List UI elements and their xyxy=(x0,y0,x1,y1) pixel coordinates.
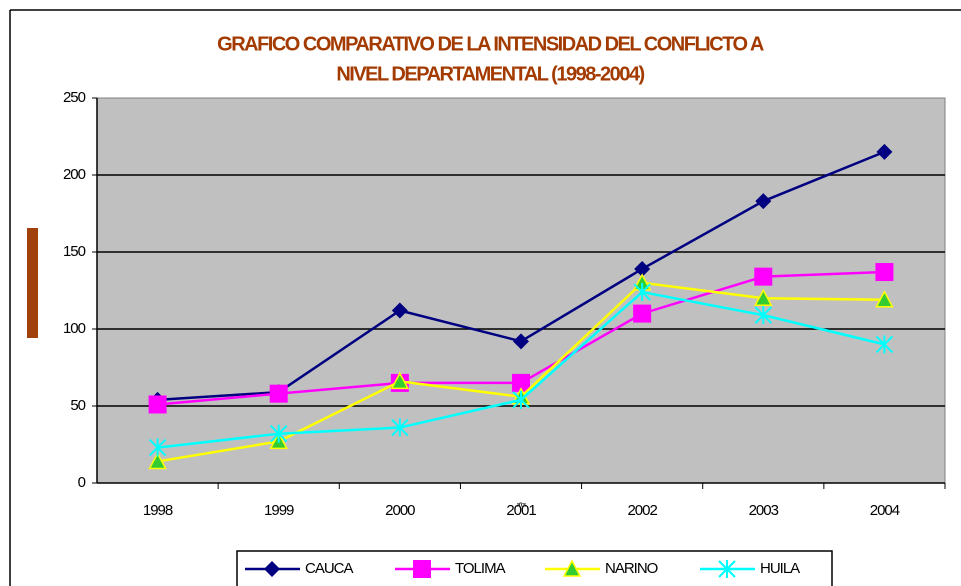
x-tick-label: 2000 xyxy=(385,502,415,519)
y-tick-label: 50 xyxy=(70,397,85,414)
legend-label: HUILA xyxy=(760,560,800,577)
marker xyxy=(875,290,894,308)
marker xyxy=(754,288,773,306)
marker xyxy=(413,560,431,578)
x-tick-label: 2003 xyxy=(749,502,779,519)
y-tick-label: 200 xyxy=(63,166,86,183)
x-tick-label: 2002 xyxy=(627,502,657,519)
marker xyxy=(634,260,651,277)
marker xyxy=(875,263,894,282)
plot-area xyxy=(96,97,946,484)
marker xyxy=(633,304,652,323)
marker xyxy=(270,424,288,443)
legend-label: CAUCA xyxy=(305,560,354,577)
marker xyxy=(264,561,280,577)
marker xyxy=(512,373,530,392)
marker xyxy=(512,390,530,409)
marker xyxy=(513,333,529,350)
marker xyxy=(876,143,893,160)
x-tick-label: 2001 xyxy=(506,502,536,519)
y-tick-label: 250 xyxy=(63,89,86,106)
x-tick-label: 1999 xyxy=(264,502,294,519)
marker xyxy=(390,371,410,390)
marker xyxy=(754,267,773,286)
marker xyxy=(755,193,772,210)
x-tick-label: 2004 xyxy=(870,502,900,519)
x-axis-label: años xyxy=(516,503,526,509)
marker xyxy=(148,451,167,470)
y-tick-label: 150 xyxy=(63,243,86,260)
legend-label: TOLIMA xyxy=(455,560,506,577)
marker xyxy=(391,418,409,437)
marker xyxy=(633,283,651,302)
marker xyxy=(391,302,408,319)
chart-title: NIVEL DEPARTAMENTAL (1998-2004) xyxy=(336,63,644,85)
chart-title: GRAFICO COMPARATIVO DE LA INTENSIDAD DEL… xyxy=(217,33,764,55)
y-tick-label: 100 xyxy=(63,320,86,337)
y-tick-label: 0 xyxy=(78,474,86,491)
marker xyxy=(562,559,582,577)
marker xyxy=(754,306,772,325)
side-bar xyxy=(27,228,38,338)
x-tick-label: 1998 xyxy=(143,502,173,519)
marker xyxy=(269,384,288,403)
marker xyxy=(875,335,894,354)
legend-label: NARINO xyxy=(605,560,658,577)
marker xyxy=(718,560,736,578)
marker xyxy=(148,438,167,457)
marker xyxy=(148,395,167,414)
